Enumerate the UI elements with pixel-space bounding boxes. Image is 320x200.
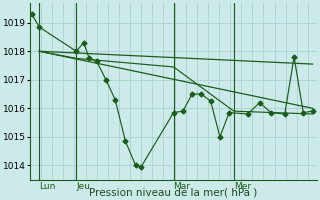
Text: Jeu: Jeu	[76, 182, 90, 191]
Text: Mar: Mar	[173, 182, 191, 191]
Text: Lun: Lun	[39, 182, 56, 191]
Text: Mer: Mer	[234, 182, 251, 191]
X-axis label: Pression niveau de la mer( hPa ): Pression niveau de la mer( hPa )	[90, 187, 258, 197]
